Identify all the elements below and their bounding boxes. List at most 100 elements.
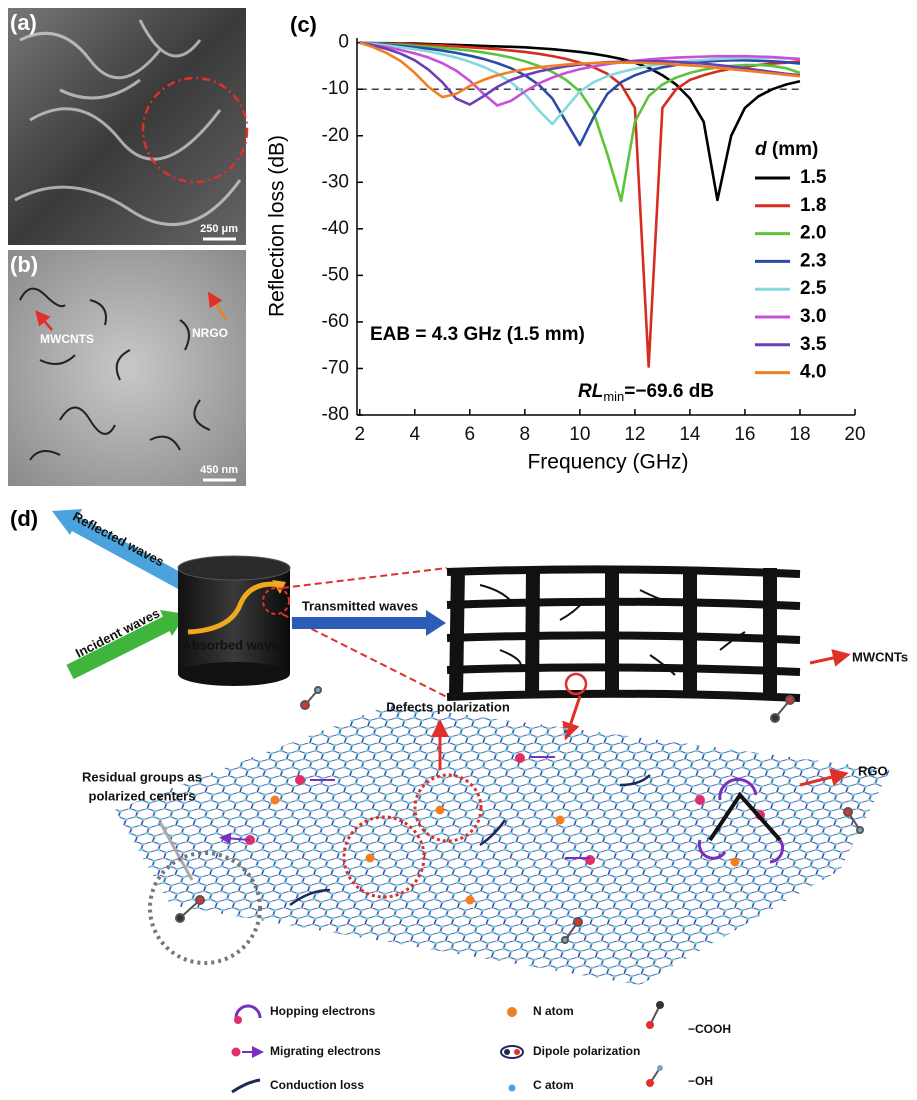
- defect-circle: [342, 815, 426, 899]
- arrow: [207, 291, 228, 321]
- annotation: RLmin=−69.6 dB: [578, 381, 714, 404]
- legend-label: 3.5: [800, 334, 827, 355]
- legend-label: Migrating electrons: [270, 1044, 381, 1058]
- annotation-part: =−69.6 dB: [624, 381, 714, 402]
- incident-arrow: [66, 614, 174, 680]
- legend-label: Dipole polarization: [533, 1044, 640, 1058]
- panel-label: (b): [10, 252, 38, 277]
- label: Reflected waves: [70, 509, 166, 570]
- legend-label: N atom: [533, 1004, 574, 1018]
- label: Defects polarization: [386, 699, 510, 714]
- y-tick-label: -10: [322, 78, 349, 99]
- scale-bar-label: 450 nm: [200, 464, 238, 476]
- x-tick-label: 14: [679, 424, 701, 445]
- zoom-circle: [564, 672, 588, 696]
- sem-texture: [14, 19, 242, 226]
- x-tick-label: 18: [789, 424, 810, 445]
- label: RGO: [858, 763, 888, 778]
- x-tick-label: 4: [409, 424, 420, 445]
- x-axis-title: Frequency (GHz): [527, 451, 688, 474]
- legend-label: 2.0: [800, 223, 826, 244]
- annotation-part: min: [603, 389, 624, 404]
- legend-label: 2.5: [800, 278, 827, 299]
- cylinder-bottom: [178, 662, 290, 686]
- annotation: MWCNTS: [40, 332, 94, 346]
- arrow: [35, 310, 53, 331]
- annotation: EAB = 4.3 GHz (1.5 mm): [370, 324, 585, 345]
- series-line: [359, 41, 801, 107]
- legend-title: d (mm): [755, 139, 818, 160]
- diagram-legend: Hopping electrons N atom −COOH Migrating…: [231, 1001, 731, 1094]
- legend-label: Hopping electrons: [270, 1004, 376, 1018]
- y-tick-label: 0: [338, 32, 349, 53]
- legend-label: 1.8: [800, 195, 826, 216]
- x-tick-label: 6: [465, 424, 476, 445]
- panel-c: (c) EAB = 4.3 GHz (1.5 mm) RLmin=−69.6 d…: [266, 12, 866, 474]
- label: polarized centers: [89, 788, 196, 803]
- series-line: [359, 41, 801, 126]
- tem-texture: [19, 287, 211, 461]
- legend-label: 2.3: [800, 250, 826, 271]
- tem-image: [8, 250, 246, 486]
- legend-label: −COOH: [688, 1022, 731, 1036]
- y-tick-label: -80: [322, 404, 349, 425]
- cnt-segment: [708, 791, 782, 842]
- zoom-line: [281, 567, 448, 589]
- arrow: [809, 649, 851, 667]
- x-tick-label: 20: [844, 424, 865, 445]
- y-axis-title: Reflection loss (dB): [266, 135, 289, 317]
- arrowhead: [426, 610, 446, 636]
- legend-label: −OH: [688, 1074, 713, 1088]
- x-tick-label: 12: [624, 424, 645, 445]
- arrowhead: [52, 509, 82, 535]
- arrow: [562, 695, 582, 741]
- panel-label: (c): [290, 12, 317, 37]
- panel-label: (d): [10, 506, 38, 531]
- legend-label: 3.0: [800, 306, 826, 327]
- y-tick-label: -50: [322, 264, 349, 285]
- x-tick-label: 16: [734, 424, 755, 445]
- label: Transmitted waves: [302, 598, 418, 613]
- legend-label: C atom: [533, 1078, 574, 1092]
- x-tick-label: 8: [520, 424, 531, 445]
- panel-d: (d) Reflected waves Incident waves Absor…: [10, 506, 908, 1094]
- label: Residual groups as: [82, 769, 202, 784]
- defect-circle: [413, 773, 483, 843]
- y-tick-label: -40: [322, 218, 349, 239]
- scale-bar-label: 250 μm: [200, 223, 238, 235]
- panel-b: (b) MWCNTS NRGO 450 nm: [8, 250, 246, 486]
- arrow: [158, 821, 194, 881]
- legend-title-part: (mm): [767, 139, 819, 160]
- zoom-circle: [262, 587, 290, 615]
- absorbed-arrow: [187, 581, 283, 635]
- functional-groups: [175, 686, 864, 944]
- legend-label: 1.5: [800, 167, 827, 188]
- series-line: [359, 41, 801, 147]
- mwcnt-mesh: [446, 565, 801, 702]
- y-tick-label: -60: [322, 311, 349, 332]
- legend-title-part: d: [755, 139, 767, 160]
- arrowhead: [272, 580, 286, 594]
- highlight-circle: [141, 76, 249, 184]
- panel-label: (a): [10, 10, 37, 35]
- label: Absorbed waves: [182, 637, 285, 652]
- y-tick-label: -20: [322, 125, 349, 146]
- zoom-line: [281, 613, 448, 698]
- x-tick-label: 10: [569, 424, 590, 445]
- legend-label: Conduction loss: [270, 1078, 364, 1092]
- label: MWCNTs: [852, 649, 908, 664]
- x-tick-label: 2: [354, 424, 365, 445]
- residual-circle: [148, 851, 262, 965]
- arrow: [799, 768, 849, 787]
- rgo-lattice: [115, 705, 890, 985]
- annotation-part: RL: [578, 381, 603, 402]
- legend-label: 4.0: [800, 362, 826, 383]
- cylinder-top: [177, 555, 291, 581]
- hopping-arrows: [697, 777, 785, 864]
- y-tick-label: -30: [322, 171, 349, 192]
- migrating-arrows: [225, 756, 590, 859]
- conduction-paths: [289, 774, 651, 907]
- panel-a: (a) 250 μm: [8, 8, 249, 245]
- y-tick-label: -70: [322, 357, 349, 378]
